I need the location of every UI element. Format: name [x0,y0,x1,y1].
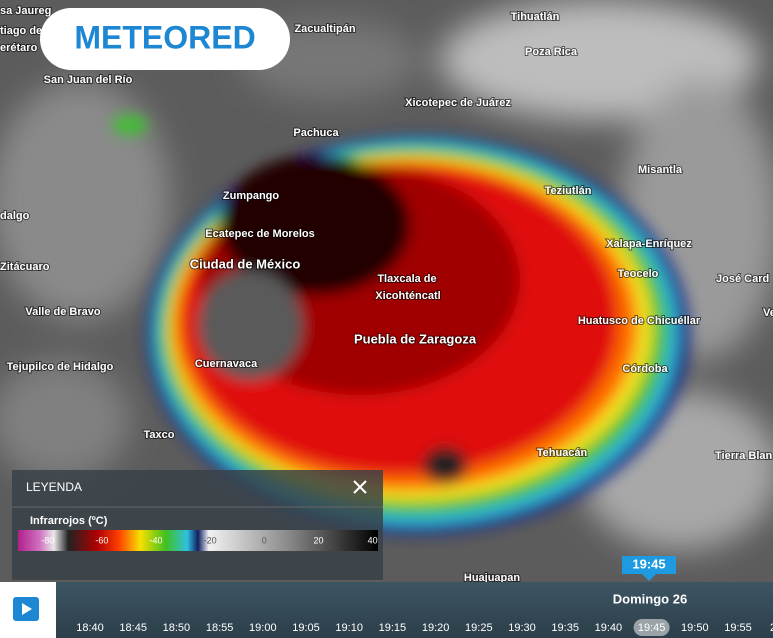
place-label: Teocelo [618,268,659,280]
time-label[interactable]: 19:15 [379,622,407,634]
time-label[interactable]: 18:55 [206,622,234,634]
place-label: sa Jaureg [0,5,51,17]
time-label[interactable]: 5 [46,622,52,634]
place-label: Puebla de Zaragoza [354,331,477,346]
scale-tick-label: 40 [368,535,378,545]
time-label[interactable]: 19:40 [595,622,623,634]
place-label: San Juan del Río [44,74,133,86]
place-label: Tehuacán [537,447,588,459]
place-label: Ecatepec de Morelos [205,228,314,240]
place-label: Zumpango [223,190,279,202]
place-label: Huatusco de Chicuéllar [578,315,701,327]
time-label[interactable]: 19:05 [292,622,320,634]
time-label[interactable]: 20 [770,622,773,634]
scale-title: Infrarrojos (ºC) [30,515,108,527]
time-label[interactable]: 19:35 [551,622,579,634]
time-label[interactable]: 19:50 [681,622,709,634]
current-time: 19:45 [632,556,665,571]
time-label[interactable]: 18:45 [119,622,147,634]
time-label[interactable]: 19:10 [335,622,363,634]
place-label: Pachuca [293,127,339,139]
color-scale [18,530,378,551]
current-badge [622,556,676,581]
place-label: Xicohténcatl [375,290,440,302]
place-label: Cuernavaca [195,358,258,370]
place-label: Ve [763,307,773,319]
time-label[interactable]: 19:25 [465,622,493,634]
place-label: Zitácuaro [0,261,50,273]
place-label: Teziutlán [545,185,592,197]
place-label: Tihuatlán [511,11,560,23]
scale-tick-label: -60 [95,535,108,545]
time-label[interactable]: 19:00 [249,622,277,634]
place-label: Tejupilco de Hidalgo [7,361,114,373]
place-label: Valle de Bravo [25,306,100,318]
scale-tick-label: 0 [262,535,267,545]
place-label: Poza Rica [525,46,578,58]
place-label: Zacualtipán [294,23,355,35]
place-label: erétaro [0,42,38,54]
place-label: Córdoba [622,363,668,375]
time-label[interactable]: 19:55 [724,622,752,634]
place-label: Misantla [638,164,683,176]
place-label: dalgo [0,210,30,222]
time-label[interactable]: 18:40 [76,622,104,634]
place-label: Xalapa-Enríquez [606,238,692,250]
logo-badge [40,8,290,70]
place-label: Ciudad de México [190,256,301,271]
place-label: Taxco [144,429,175,441]
day-label: Domingo 26 [613,591,687,606]
place-label: Tierra Blan [715,450,773,462]
logo[interactable]: METEORED [74,19,255,55]
close-button[interactable] [353,480,367,494]
scale-tick-label: 20 [313,535,323,545]
play-icon [13,597,39,621]
place-label: Xicotepec de Juárez [405,97,511,109]
legend-title: LEYENDA [26,480,82,494]
place-label: tiago de [0,25,42,37]
time-label[interactable]: 18:50 [163,622,191,634]
time-label[interactable]: 19:45 [638,622,666,634]
legend-panel: LEYENDA Infrarrojos (ºC) -80 -60 -40 -20 0 20… [12,470,383,580]
scale-tick-label: -20 [204,535,217,545]
place-label: Tlaxcala de [377,273,436,285]
storm [112,115,690,535]
place-label: Huajuapan [464,572,521,584]
time-highlight [633,619,670,636]
scale-tick-label: -40 [150,535,163,545]
place-label: José Card [716,273,769,285]
time-label[interactable]: 19:20 [422,622,450,634]
time-label[interactable]: 19:30 [508,622,536,634]
scale-tick-label: -80 [41,535,54,545]
